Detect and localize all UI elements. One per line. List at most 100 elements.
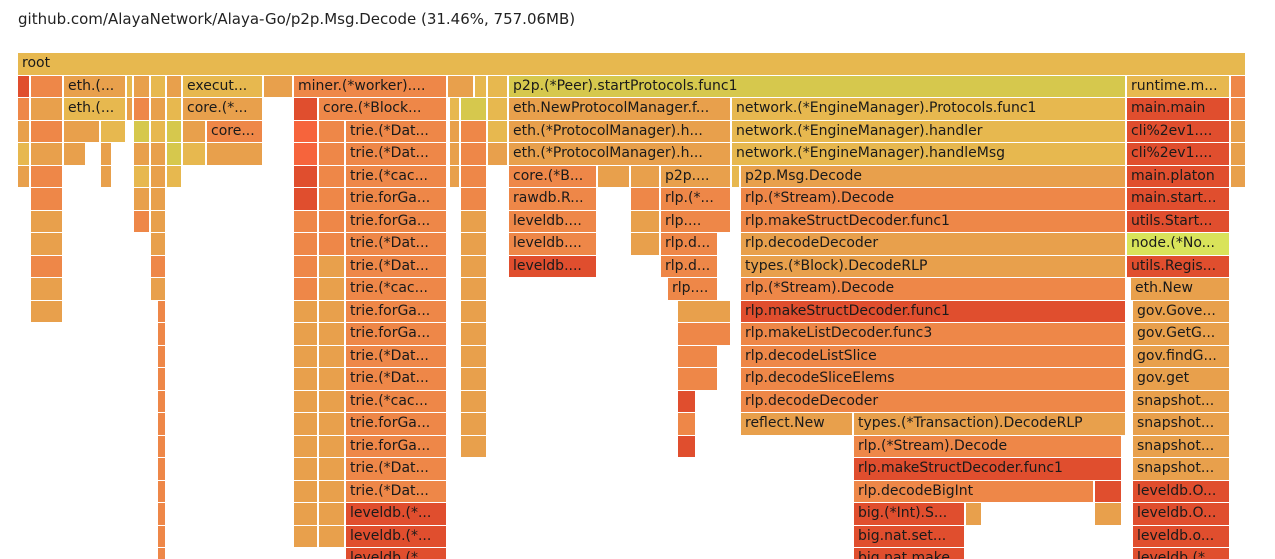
flame-frame[interactable]: leveldb....: [509, 210, 597, 233]
flame-frame[interactable]: reflect.New: [741, 413, 853, 436]
flame-frame[interactable]: trie.forGa...: [346, 210, 447, 233]
flame-frame[interactable]: [461, 143, 487, 166]
flame-frame[interactable]: trie.(*cac...: [346, 165, 447, 188]
flame-frame[interactable]: rlp.(*...: [661, 188, 731, 211]
flame-frame[interactable]: trie.(*cac...: [346, 390, 447, 413]
flame-frame[interactable]: trie.forGa...: [346, 435, 447, 458]
flame-frame[interactable]: [151, 188, 166, 211]
flame-frame[interactable]: [319, 480, 345, 503]
flame-frame[interactable]: [183, 143, 206, 166]
flame-frame[interactable]: [158, 503, 166, 526]
flame-frame[interactable]: [319, 143, 345, 166]
flame-frame[interactable]: [475, 75, 487, 98]
flame-frame[interactable]: rlp.decodeListSlice: [741, 345, 1126, 368]
flame-frame[interactable]: [158, 300, 166, 323]
flame-frame[interactable]: root: [18, 53, 1246, 76]
flame-frame[interactable]: [31, 143, 63, 166]
flame-frame[interactable]: [158, 390, 166, 413]
flame-frame[interactable]: [461, 368, 487, 391]
flame-frame[interactable]: snapshot...: [1133, 413, 1230, 436]
flame-frame[interactable]: rawdb.R...: [509, 188, 597, 211]
flame-frame[interactable]: [158, 458, 166, 481]
flame-frame[interactable]: [151, 120, 166, 143]
flame-frame[interactable]: [151, 233, 166, 256]
flame-frame[interactable]: [31, 98, 63, 121]
flame-frame[interactable]: cli%2ev1....: [1127, 120, 1230, 143]
flame-frame[interactable]: utils.Regis...: [1127, 255, 1230, 278]
flame-frame[interactable]: [294, 323, 318, 346]
flame-frame[interactable]: [966, 503, 982, 526]
flame-frame[interactable]: [158, 323, 166, 346]
flame-frame[interactable]: [31, 75, 63, 98]
flame-frame[interactable]: main.platon: [1127, 165, 1230, 188]
flame-frame[interactable]: rlp.(*Stream).Decode: [741, 188, 1126, 211]
flame-frame[interactable]: trie.(*cac...: [346, 278, 447, 301]
flame-frame[interactable]: [450, 143, 460, 166]
flame-frame[interactable]: [598, 165, 630, 188]
flame-frame[interactable]: [158, 413, 166, 436]
flame-frame[interactable]: [1231, 165, 1246, 188]
flame-frame[interactable]: [450, 165, 460, 188]
flame-frame[interactable]: trie.forGa...: [346, 188, 447, 211]
flame-frame[interactable]: [319, 255, 345, 278]
flame-frame[interactable]: [461, 300, 487, 323]
flame-frame[interactable]: [1231, 120, 1246, 143]
flame-frame[interactable]: network.(*EngineManager).Protocols.func1: [732, 98, 1126, 121]
flame-frame[interactable]: big.nat.set...: [854, 525, 965, 548]
flame-frame[interactable]: rlp.(*Stream).Decode: [741, 278, 1126, 301]
flame-frame[interactable]: gov.get: [1133, 368, 1230, 391]
flame-frame[interactable]: p2p....: [661, 165, 731, 188]
flame-frame[interactable]: [319, 300, 345, 323]
flame-frame[interactable]: [31, 278, 63, 301]
flame-frame[interactable]: [631, 210, 660, 233]
flame-frame[interactable]: [294, 98, 318, 121]
flame-frame[interactable]: [678, 345, 718, 368]
flame-frame[interactable]: trie.(*Dat...: [346, 458, 447, 481]
flame-frame[interactable]: [18, 143, 30, 166]
flame-frame[interactable]: [134, 75, 150, 98]
flame-frame[interactable]: leveldb.O...: [1133, 503, 1230, 526]
flame-frame[interactable]: trie.(*Dat...: [346, 120, 447, 143]
flame-frame[interactable]: eth.(*ProtocolManager).h...: [509, 120, 731, 143]
flame-frame[interactable]: [319, 210, 345, 233]
flame-frame[interactable]: [167, 165, 182, 188]
flame-frame[interactable]: eth.(...: [64, 75, 126, 98]
flame-frame[interactable]: [1231, 98, 1246, 121]
flame-frame[interactable]: [319, 345, 345, 368]
flame-frame[interactable]: [488, 75, 508, 98]
flame-frame[interactable]: [294, 345, 318, 368]
flame-frame[interactable]: [294, 413, 318, 436]
flame-frame[interactable]: [151, 255, 166, 278]
flame-frame[interactable]: cli%2ev1....: [1127, 143, 1230, 166]
flame-frame[interactable]: trie.(*Dat...: [346, 368, 447, 391]
flame-frame[interactable]: [461, 390, 487, 413]
flame-frame[interactable]: rlp.decodeDecoder: [741, 233, 1126, 256]
flame-frame[interactable]: [319, 188, 345, 211]
flame-frame[interactable]: [319, 233, 345, 256]
flame-frame[interactable]: [678, 413, 696, 436]
flame-frame[interactable]: p2p.Msg.Decode: [741, 165, 1126, 188]
flame-frame[interactable]: [1095, 503, 1122, 526]
flame-frame[interactable]: [294, 525, 318, 548]
flame-frame[interactable]: gov.findG...: [1133, 345, 1230, 368]
flame-frame[interactable]: [134, 120, 150, 143]
flame-frame[interactable]: [319, 120, 345, 143]
flame-frame[interactable]: [461, 435, 487, 458]
flame-frame[interactable]: eth.(...: [64, 98, 126, 121]
flame-frame[interactable]: [319, 165, 345, 188]
flame-frame[interactable]: trie.(*Dat...: [346, 345, 447, 368]
flame-frame[interactable]: [461, 233, 487, 256]
flame-frame[interactable]: eth.New: [1131, 278, 1230, 301]
flame-frame[interactable]: [461, 323, 487, 346]
flame-frame[interactable]: [631, 233, 660, 256]
flame-frame[interactable]: snapshot...: [1133, 390, 1230, 413]
flame-frame[interactable]: [461, 120, 487, 143]
flame-frame[interactable]: [18, 165, 30, 188]
flame-frame[interactable]: [18, 98, 30, 121]
flame-frame[interactable]: [134, 98, 150, 121]
flame-frame[interactable]: utils.Start...: [1127, 210, 1230, 233]
flame-frame[interactable]: rlp....: [661, 210, 731, 233]
flame-frame[interactable]: gov.GetG...: [1133, 323, 1230, 346]
flame-frame[interactable]: [631, 165, 660, 188]
flame-frame[interactable]: types.(*Block).DecodeRLP: [741, 255, 1126, 278]
